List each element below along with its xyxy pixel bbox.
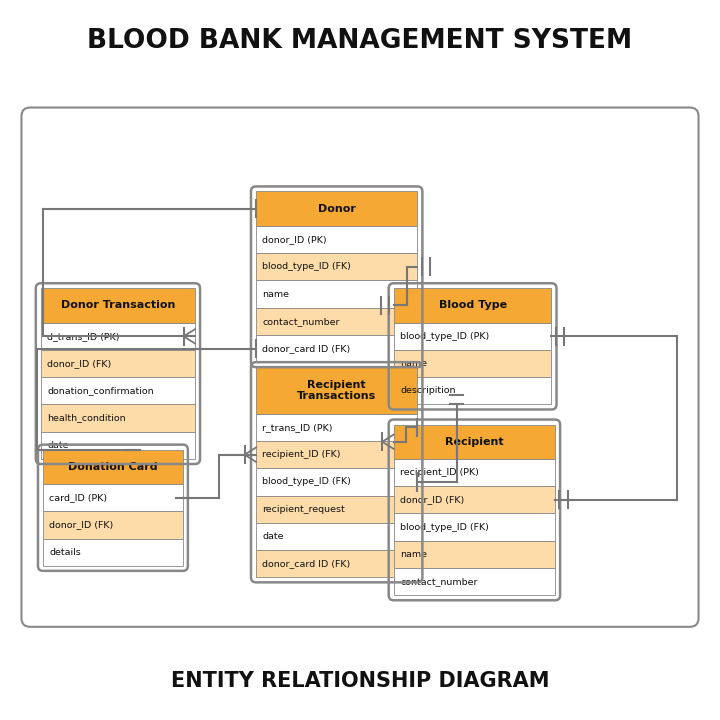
Text: name: name xyxy=(400,359,427,368)
Text: blood_type_ID (FK): blood_type_ID (FK) xyxy=(263,262,351,271)
Text: recipient_ID (PK): recipient_ID (PK) xyxy=(400,468,479,477)
FancyBboxPatch shape xyxy=(41,288,195,323)
Text: LEARNWITHCODE: LEARNWITHCODE xyxy=(225,333,524,387)
FancyBboxPatch shape xyxy=(41,432,195,459)
Text: recipient_ID (FK): recipient_ID (FK) xyxy=(263,450,341,459)
FancyBboxPatch shape xyxy=(394,513,555,541)
Text: contact_number: contact_number xyxy=(400,577,477,586)
FancyBboxPatch shape xyxy=(256,468,418,495)
Text: Recipient
Transactions: Recipient Transactions xyxy=(297,379,377,401)
Text: d_trans_ID (PK): d_trans_ID (PK) xyxy=(48,332,120,341)
FancyBboxPatch shape xyxy=(43,450,183,484)
FancyBboxPatch shape xyxy=(256,441,418,468)
Text: donor_ID (FK): donor_ID (FK) xyxy=(400,495,464,504)
FancyBboxPatch shape xyxy=(256,367,418,414)
Text: health_condition: health_condition xyxy=(48,413,126,423)
FancyBboxPatch shape xyxy=(256,280,418,307)
FancyBboxPatch shape xyxy=(256,495,418,523)
FancyBboxPatch shape xyxy=(256,523,418,550)
FancyBboxPatch shape xyxy=(394,568,555,595)
Text: blood_type_ID (PK): blood_type_ID (PK) xyxy=(400,332,490,341)
Text: ENTITY RELATIONSHIP DIAGRAM: ENTITY RELATIONSHIP DIAGRAM xyxy=(171,671,549,691)
FancyBboxPatch shape xyxy=(22,107,698,627)
Text: contact_number: contact_number xyxy=(263,317,340,325)
FancyBboxPatch shape xyxy=(256,226,418,253)
Text: donor_card ID (FK): donor_card ID (FK) xyxy=(263,559,351,568)
FancyBboxPatch shape xyxy=(256,335,418,362)
Text: Donation Card: Donation Card xyxy=(68,462,158,472)
Text: blood_type_ID (FK): blood_type_ID (FK) xyxy=(400,523,489,531)
Text: name: name xyxy=(263,289,289,299)
FancyBboxPatch shape xyxy=(394,459,555,486)
Text: BLOOD BANK MANAGEMENT SYSTEM: BLOOD BANK MANAGEMENT SYSTEM xyxy=(87,28,633,54)
FancyBboxPatch shape xyxy=(256,550,418,577)
FancyBboxPatch shape xyxy=(41,377,195,405)
Text: Donor: Donor xyxy=(318,204,356,214)
Text: blood_type_ID (FK): blood_type_ID (FK) xyxy=(263,477,351,487)
Text: donor_ID (FK): donor_ID (FK) xyxy=(48,359,112,368)
Text: r_trans_ID (PK): r_trans_ID (PK) xyxy=(263,423,333,432)
FancyBboxPatch shape xyxy=(394,541,555,568)
FancyBboxPatch shape xyxy=(394,323,552,350)
FancyBboxPatch shape xyxy=(394,377,552,405)
FancyBboxPatch shape xyxy=(43,539,183,566)
FancyBboxPatch shape xyxy=(256,414,418,441)
Text: recipient_request: recipient_request xyxy=(263,505,345,513)
FancyBboxPatch shape xyxy=(394,425,555,459)
Text: details: details xyxy=(50,548,81,557)
Text: Donor Transaction: Donor Transaction xyxy=(60,300,175,310)
FancyBboxPatch shape xyxy=(394,350,552,377)
FancyBboxPatch shape xyxy=(394,288,552,323)
FancyBboxPatch shape xyxy=(256,307,418,335)
FancyBboxPatch shape xyxy=(41,323,195,350)
Text: donor_ID (PK): donor_ID (PK) xyxy=(263,235,327,244)
FancyBboxPatch shape xyxy=(43,484,183,511)
FancyBboxPatch shape xyxy=(394,486,555,513)
FancyBboxPatch shape xyxy=(256,192,418,226)
Text: date: date xyxy=(263,532,284,541)
FancyBboxPatch shape xyxy=(43,511,183,539)
Text: card_ID (PK): card_ID (PK) xyxy=(50,493,107,503)
FancyBboxPatch shape xyxy=(41,405,195,432)
Text: donor_card ID (FK): donor_card ID (FK) xyxy=(263,344,351,353)
Text: donation_confirmation: donation_confirmation xyxy=(48,387,154,395)
Text: descripition: descripition xyxy=(400,387,456,395)
Text: Recipient: Recipient xyxy=(445,437,504,447)
Text: name: name xyxy=(400,550,427,559)
FancyBboxPatch shape xyxy=(256,253,418,280)
Text: date: date xyxy=(48,441,69,450)
FancyBboxPatch shape xyxy=(41,350,195,377)
Text: donor_ID (FK): donor_ID (FK) xyxy=(50,521,114,529)
Text: Blood Type: Blood Type xyxy=(438,300,507,310)
